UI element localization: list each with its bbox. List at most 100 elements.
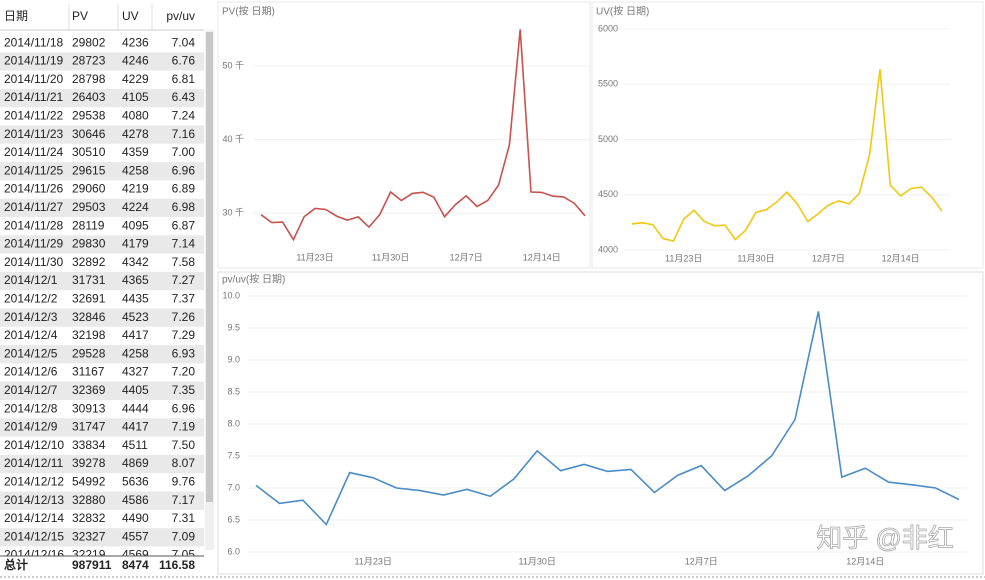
y-tick-label: 40 千 bbox=[222, 134, 244, 144]
cell: 7.24 bbox=[172, 109, 196, 123]
cell: 4105 bbox=[122, 90, 149, 104]
cell: 7.19 bbox=[172, 420, 196, 434]
y-tick-label: 10.0 bbox=[222, 290, 240, 300]
cell: 4359 bbox=[122, 145, 149, 159]
cell: 4444 bbox=[122, 401, 149, 415]
row-shade bbox=[0, 271, 204, 291]
cell: 32219 bbox=[72, 548, 106, 562]
cell: 2014/11/25 bbox=[4, 163, 63, 177]
uv-panel bbox=[591, 1, 984, 269]
x-tick-label: 11月23日 bbox=[665, 253, 702, 263]
ratio-panel bbox=[217, 271, 984, 575]
cell: 29060 bbox=[72, 182, 106, 196]
cell: 26403 bbox=[72, 90, 106, 104]
y-tick-label: 30 千 bbox=[222, 208, 244, 218]
cell: 4365 bbox=[122, 273, 149, 287]
cell: 7.09 bbox=[172, 529, 196, 543]
cell: 4417 bbox=[122, 328, 149, 342]
cell: 2014/12/10 bbox=[4, 438, 64, 452]
cell: 4586 bbox=[122, 493, 149, 507]
cell: 2014/11/22 bbox=[4, 109, 63, 123]
cell: 29538 bbox=[72, 109, 106, 123]
row-shade bbox=[0, 52, 204, 71]
line-series bbox=[631, 69, 943, 243]
cell: 7.35 bbox=[172, 383, 196, 397]
row-shade bbox=[0, 345, 204, 364]
row-shade bbox=[0, 198, 204, 217]
cell: 6.96 bbox=[172, 401, 196, 415]
y-tick-label: 8.5 bbox=[227, 386, 240, 396]
cell: 2014/11/30 bbox=[4, 255, 63, 269]
y-tick-label: 6.0 bbox=[227, 546, 240, 556]
cell: 32327 bbox=[72, 529, 106, 543]
y-tick-label: 50 千 bbox=[222, 61, 244, 71]
cell: 6.89 bbox=[172, 182, 196, 196]
cell: 2014/11/29 bbox=[4, 237, 63, 251]
cell: 4236 bbox=[122, 35, 149, 49]
row-shade bbox=[0, 418, 204, 437]
y-tick-label: 9.5 bbox=[227, 322, 240, 332]
cell: 31747 bbox=[72, 420, 106, 434]
chart-title: PV(按 日期) bbox=[222, 5, 275, 18]
header-cell: 日期 bbox=[4, 9, 28, 23]
cell: 2014/11/21 bbox=[4, 90, 63, 104]
cell: 31731 bbox=[72, 273, 106, 287]
row-shade bbox=[0, 162, 204, 181]
y-tick-label: 7.0 bbox=[227, 482, 240, 492]
cell: 2014/12/13 bbox=[4, 493, 64, 507]
cell: 31167 bbox=[72, 365, 105, 379]
cell: 4224 bbox=[122, 200, 149, 214]
cell: 7.05 bbox=[172, 548, 196, 562]
y-tick-label: 5000 bbox=[598, 134, 618, 144]
cell: 2014/12/6 bbox=[4, 365, 58, 379]
cell: 2014/11/18 bbox=[4, 35, 63, 49]
cell: 4179 bbox=[122, 237, 149, 251]
cell: 8.07 bbox=[172, 456, 196, 470]
cell: 2014/12/7 bbox=[4, 383, 58, 397]
cell: 28798 bbox=[72, 72, 106, 86]
x-tick-label: 11月30日 bbox=[372, 252, 409, 262]
total-cell: 总计 bbox=[4, 557, 28, 572]
total-cell: 8474 bbox=[122, 558, 149, 572]
cell: 32892 bbox=[72, 255, 106, 269]
cell: 7.17 bbox=[172, 493, 196, 507]
cell: 2014/11/23 bbox=[4, 127, 63, 141]
cell: 4278 bbox=[122, 127, 149, 141]
cell: 4569 bbox=[122, 548, 149, 562]
cell: 2014/12/5 bbox=[4, 346, 58, 360]
cell: 4327 bbox=[122, 365, 149, 379]
cell: 6.43 bbox=[172, 90, 196, 104]
scrollbar-thumb[interactable] bbox=[206, 32, 213, 502]
cell: 4258 bbox=[122, 346, 149, 360]
cell: 4229 bbox=[122, 72, 149, 86]
y-tick-label: 6.5 bbox=[227, 514, 240, 524]
x-tick-label: 12月7日 bbox=[450, 252, 483, 262]
row-shade bbox=[0, 308, 204, 327]
cell: 29503 bbox=[72, 200, 106, 214]
cell: 30913 bbox=[72, 401, 106, 415]
x-tick-label: 11月23日 bbox=[296, 252, 333, 262]
cell: 6.96 bbox=[172, 163, 196, 177]
cell: 7.16 bbox=[172, 127, 196, 141]
total-cell: 116.58 bbox=[159, 558, 195, 572]
line-series bbox=[260, 29, 586, 242]
cell: 4219 bbox=[122, 182, 149, 196]
cell: 6.76 bbox=[172, 54, 196, 68]
row-shade bbox=[0, 491, 204, 510]
chart-title: pv/uv(按 日期) bbox=[222, 273, 285, 286]
cell: 29802 bbox=[72, 35, 106, 49]
cell: 2014/12/11 bbox=[4, 456, 63, 470]
watermark: 知乎 @非红 bbox=[816, 523, 954, 553]
chart-title: UV(按 日期) bbox=[596, 5, 649, 18]
line-series bbox=[255, 311, 960, 526]
cell: 4557 bbox=[122, 529, 149, 543]
cell: 7.14 bbox=[172, 237, 196, 251]
cell: 29830 bbox=[72, 237, 106, 251]
cell: 4258 bbox=[122, 163, 149, 177]
cell: 7.26 bbox=[172, 310, 196, 324]
cell: 33834 bbox=[72, 438, 106, 452]
cell: 2014/12/12 bbox=[4, 475, 64, 489]
row-shade bbox=[0, 235, 204, 254]
cell: 2014/12/15 bbox=[4, 529, 64, 543]
cell: 7.31 bbox=[172, 511, 196, 525]
